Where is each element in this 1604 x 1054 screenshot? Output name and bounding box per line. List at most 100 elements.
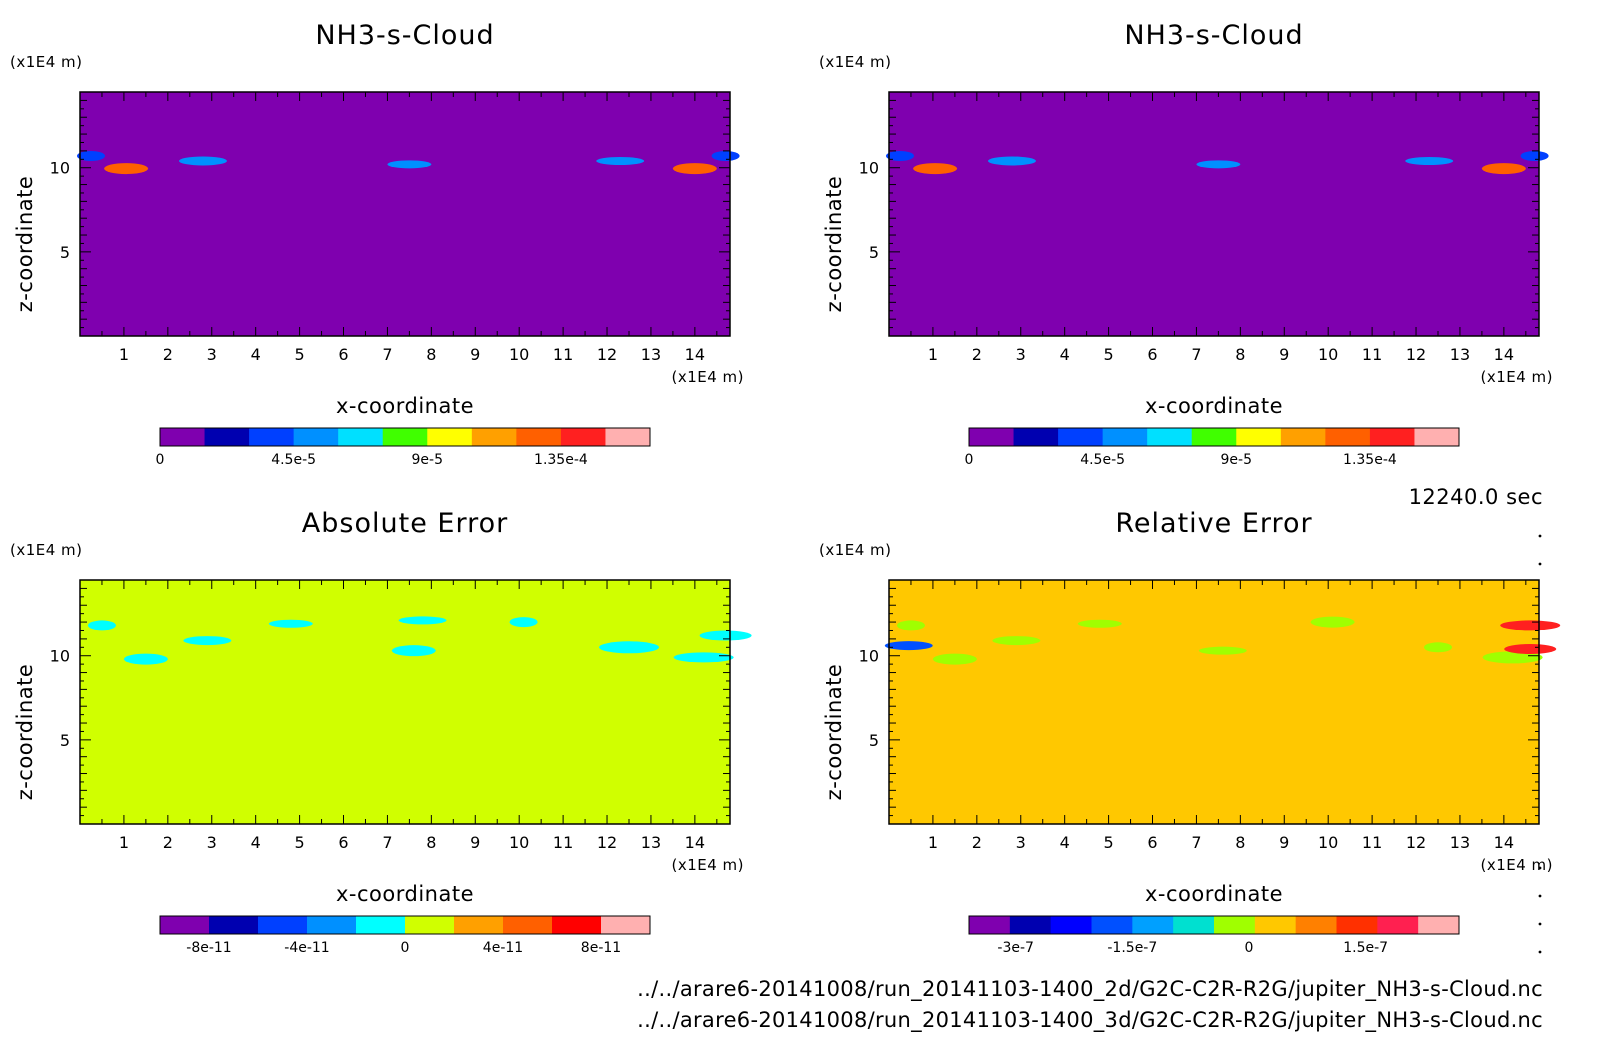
y-axis-label: z-coordinate <box>13 176 37 313</box>
x-axis-label: x-coordinate <box>336 882 474 906</box>
colorbar-swatch <box>552 916 602 934</box>
x-tick-label: 12 <box>597 345 617 364</box>
x-tick-label: 11 <box>1362 833 1382 852</box>
colorbar-swatch <box>382 428 428 446</box>
x-tick-label: 14 <box>1494 833 1514 852</box>
x-tick-label: 6 <box>338 833 348 852</box>
colorbar-swatch <box>204 428 250 446</box>
contour-feature <box>183 636 232 646</box>
x-axis-label: x-coordinate <box>1145 882 1283 906</box>
colorbar-swatch <box>560 428 606 446</box>
x-tick-label: 10 <box>1318 833 1338 852</box>
contour-feature <box>913 163 958 175</box>
contour-feature <box>1198 646 1247 655</box>
colorbar-swatch <box>1418 916 1460 934</box>
colorbar-swatch <box>1336 916 1378 934</box>
x-tick-label: 9 <box>1279 833 1289 852</box>
colorbar-label: 0 <box>965 452 974 468</box>
x-tick-label: 8 <box>1235 345 1245 364</box>
x-axis-label: x-coordinate <box>336 394 474 418</box>
x-tick-label: 4 <box>1060 345 1070 364</box>
x-tick-label: 7 <box>1191 345 1201 364</box>
y-tick-label: 5 <box>60 731 70 750</box>
colorbar: -8e-11 -4e-11 0 4e-11 8e-11 <box>159 915 651 956</box>
contour-feature <box>1423 642 1452 653</box>
colorbar-frame <box>968 427 1460 447</box>
colorbar-swatch <box>1214 916 1256 934</box>
margin-dot <box>1538 922 1542 926</box>
colorbar-swatch <box>160 916 210 934</box>
panel-1: NH3-s-Cloud(x1E4 m)1 2 3 4 5 6 7 8 9 10 11 12 13 1451… <box>10 20 744 468</box>
colorbar-swatch <box>1132 916 1174 934</box>
y-unit-label: (x1E4 m) <box>10 53 83 71</box>
plot-area <box>80 580 730 824</box>
colorbar-frame <box>159 915 651 935</box>
y-tick-label: 10 <box>50 647 70 666</box>
y-tick-label: 10 <box>859 159 879 178</box>
colorbar-swatch <box>1050 916 1092 934</box>
colorbar-swatch <box>1369 428 1415 446</box>
colorbar-label: 4.5e-5 <box>271 452 316 468</box>
colorbar-swatch <box>1013 428 1059 446</box>
colorbar-swatch <box>601 916 651 934</box>
colorbar-swatch <box>1254 916 1297 934</box>
y-axis-label: z-coordinate <box>822 664 846 801</box>
x-tick-label: 5 <box>1104 833 1114 852</box>
colorbar-swatch <box>1009 916 1052 934</box>
margin-dot <box>1538 534 1542 538</box>
contour-feature <box>673 652 734 663</box>
colorbar: -3e-7 -1.5e-7 0 1.5e-7 <box>968 915 1460 956</box>
contour-feature <box>992 636 1041 646</box>
plot-frame <box>888 91 1540 337</box>
colorbar-label: -8e-11 <box>186 940 231 956</box>
colorbar-swatch <box>427 428 473 446</box>
y-unit-label: (x1E4 m) <box>10 541 83 559</box>
x-tick-label: 13 <box>641 833 661 852</box>
contour-feature <box>1077 619 1122 628</box>
x-tick-label: 1 <box>928 345 938 364</box>
contour-feature <box>596 156 645 165</box>
x-tick-label: 13 <box>1450 345 1470 364</box>
contour-feature <box>1504 643 1557 654</box>
x-tick-label: 8 <box>426 345 436 364</box>
x-axis-label: x-coordinate <box>1145 394 1283 418</box>
contour-feature <box>987 156 1036 166</box>
x-tick-label: 7 <box>382 833 392 852</box>
y-tick-label: 5 <box>60 243 70 262</box>
x-tick-label: 2 <box>972 833 982 852</box>
x-tick-label: 8 <box>426 833 436 852</box>
x-tick-label: 2 <box>163 345 173 364</box>
colorbar-swatch <box>1325 428 1371 446</box>
x-tick-label: 14 <box>685 345 705 364</box>
contour-feature <box>123 653 168 665</box>
contour-feature <box>932 653 977 665</box>
x-tick-label: 14 <box>1494 345 1514 364</box>
x-tick-label: 10 <box>1318 345 1338 364</box>
colorbar-swatch <box>1147 428 1193 446</box>
colorbar-label: 0 <box>156 452 165 468</box>
contour-feature <box>509 617 538 628</box>
contour-feature <box>885 150 914 161</box>
y-tick-label: 10 <box>50 159 70 178</box>
colorbar-swatch <box>258 916 308 934</box>
colorbar-swatch <box>293 428 339 446</box>
footer-path: ../../arare6-20141008/run_20141103-1400_… <box>637 1008 1543 1033</box>
margin-dot <box>1538 562 1542 566</box>
contour-feature <box>711 150 740 161</box>
colorbar-label: 0 <box>401 940 410 956</box>
panel-3: Absolute Error(x1E4 m)1 2 3 4 5 6 7 8 9 10 11 12 13 1… <box>10 508 752 956</box>
x-tick-label: 4 <box>251 345 261 364</box>
x-tick-label: 3 <box>1016 833 1026 852</box>
x-tick-label: 12 <box>597 833 617 852</box>
colorbar-label: 9e-5 <box>412 452 443 468</box>
x-tick-label: 13 <box>1450 833 1470 852</box>
contour-feature <box>387 160 432 169</box>
contour-feature <box>1500 620 1561 631</box>
x-tick-label: 10 <box>509 833 529 852</box>
x-tick-label: 9 <box>470 833 480 852</box>
colorbar-swatch <box>307 916 357 934</box>
panel-2: NH3-s-Cloud(x1E4 m)1 2 3 4 5 6 7 8 9 10 11 12 13 1451… <box>819 20 1553 468</box>
colorbar-swatch <box>1414 428 1460 446</box>
colorbar-label: 1.35e-4 <box>1343 452 1397 468</box>
x-tick-label: 12 <box>1406 345 1426 364</box>
